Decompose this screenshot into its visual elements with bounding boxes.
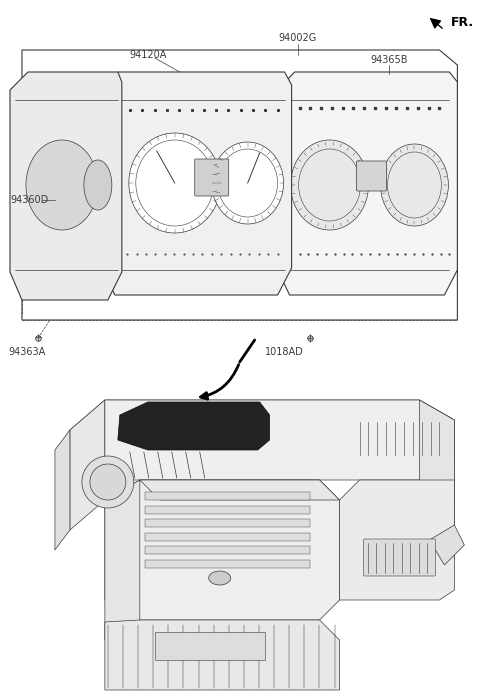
FancyBboxPatch shape (277, 130, 286, 144)
Text: 94365B: 94365B (371, 55, 408, 65)
FancyBboxPatch shape (277, 220, 286, 234)
FancyBboxPatch shape (145, 492, 310, 500)
Polygon shape (105, 400, 455, 500)
Text: 94002G: 94002G (278, 33, 317, 43)
Ellipse shape (209, 571, 231, 585)
FancyBboxPatch shape (357, 161, 386, 191)
Polygon shape (118, 402, 270, 450)
FancyBboxPatch shape (277, 190, 286, 204)
FancyBboxPatch shape (145, 546, 310, 555)
Ellipse shape (90, 464, 126, 500)
Text: 1018AD: 1018AD (265, 347, 304, 357)
Ellipse shape (212, 142, 284, 224)
FancyBboxPatch shape (145, 505, 310, 514)
Polygon shape (70, 400, 105, 530)
FancyBboxPatch shape (363, 539, 435, 576)
Polygon shape (339, 480, 455, 600)
FancyBboxPatch shape (145, 533, 310, 541)
FancyBboxPatch shape (145, 519, 310, 527)
Text: 94120A: 94120A (130, 50, 167, 60)
Polygon shape (105, 480, 339, 620)
Text: FR.: FR. (450, 15, 473, 29)
Ellipse shape (129, 133, 221, 233)
Polygon shape (70, 400, 455, 470)
Ellipse shape (381, 144, 448, 226)
Polygon shape (105, 620, 339, 690)
Polygon shape (55, 430, 70, 550)
Text: 94363A: 94363A (8, 347, 45, 357)
Ellipse shape (84, 160, 112, 210)
Polygon shape (140, 480, 339, 500)
Ellipse shape (82, 456, 134, 508)
Ellipse shape (26, 140, 98, 230)
Polygon shape (102, 72, 292, 295)
Polygon shape (430, 525, 464, 565)
Polygon shape (420, 400, 455, 560)
FancyBboxPatch shape (145, 560, 310, 568)
Ellipse shape (290, 140, 369, 230)
FancyBboxPatch shape (277, 160, 286, 174)
FancyBboxPatch shape (155, 632, 264, 660)
Polygon shape (10, 72, 122, 300)
FancyBboxPatch shape (195, 159, 228, 196)
Text: 94360D: 94360D (10, 195, 48, 205)
Polygon shape (105, 480, 140, 640)
FancyBboxPatch shape (277, 250, 286, 264)
Polygon shape (277, 72, 457, 295)
